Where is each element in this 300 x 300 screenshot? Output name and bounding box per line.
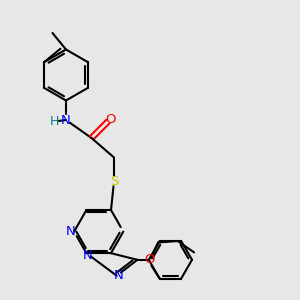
Text: N: N: [83, 249, 93, 262]
Text: N: N: [66, 225, 75, 238]
Text: H: H: [50, 115, 59, 128]
Text: O: O: [105, 112, 116, 126]
Text: O: O: [144, 253, 154, 266]
Text: S: S: [110, 175, 118, 188]
Text: N: N: [113, 269, 123, 282]
Text: N: N: [61, 113, 71, 127]
